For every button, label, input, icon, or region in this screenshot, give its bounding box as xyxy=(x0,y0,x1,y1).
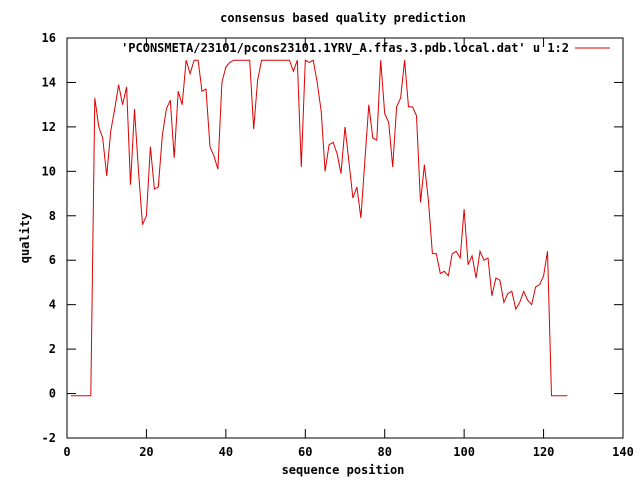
y-tick-label: 2 xyxy=(49,342,56,356)
y-tick-label: 14 xyxy=(42,75,56,89)
y-tick-label: 6 xyxy=(49,253,56,267)
x-tick-label: 80 xyxy=(377,445,391,459)
chart-title: consensus based quality prediction xyxy=(220,11,466,25)
y-tick-label: 16 xyxy=(42,31,56,45)
y-tick-label: 0 xyxy=(49,387,56,401)
y-tick-label: 8 xyxy=(49,209,56,223)
y-tick-label: 10 xyxy=(42,164,56,178)
x-tick-label: 40 xyxy=(219,445,233,459)
y-tick-label: 12 xyxy=(42,120,56,134)
legend: 'PCONSMETA/23101/pcons23101.1YRV_A.ffas.… xyxy=(121,41,610,56)
x-tick-label: 120 xyxy=(533,445,555,459)
x-tick-label: 60 xyxy=(298,445,312,459)
y-axis-ticks: -2 0 2 4 6 8 10 12 14 16 xyxy=(42,31,623,445)
x-tick-label: 20 xyxy=(139,445,153,459)
plot-frame xyxy=(66,37,624,439)
x-tick-label: 140 xyxy=(612,445,634,459)
legend-label: 'PCONSMETA/23101/pcons23101.1YRV_A.ffas.… xyxy=(121,41,569,56)
series-line xyxy=(71,59,568,397)
y-axis-title: quality xyxy=(18,213,32,264)
y-tick-label: 4 xyxy=(49,298,56,312)
x-tick-label: 100 xyxy=(453,445,475,459)
y-tick-label: -2 xyxy=(42,431,56,445)
x-axis-title: sequence position xyxy=(282,463,405,477)
x-tick-label: 0 xyxy=(63,445,70,459)
series-layer xyxy=(71,59,568,397)
x-axis-ticks: 0 20 40 60 80 100 120 140 xyxy=(63,38,634,459)
